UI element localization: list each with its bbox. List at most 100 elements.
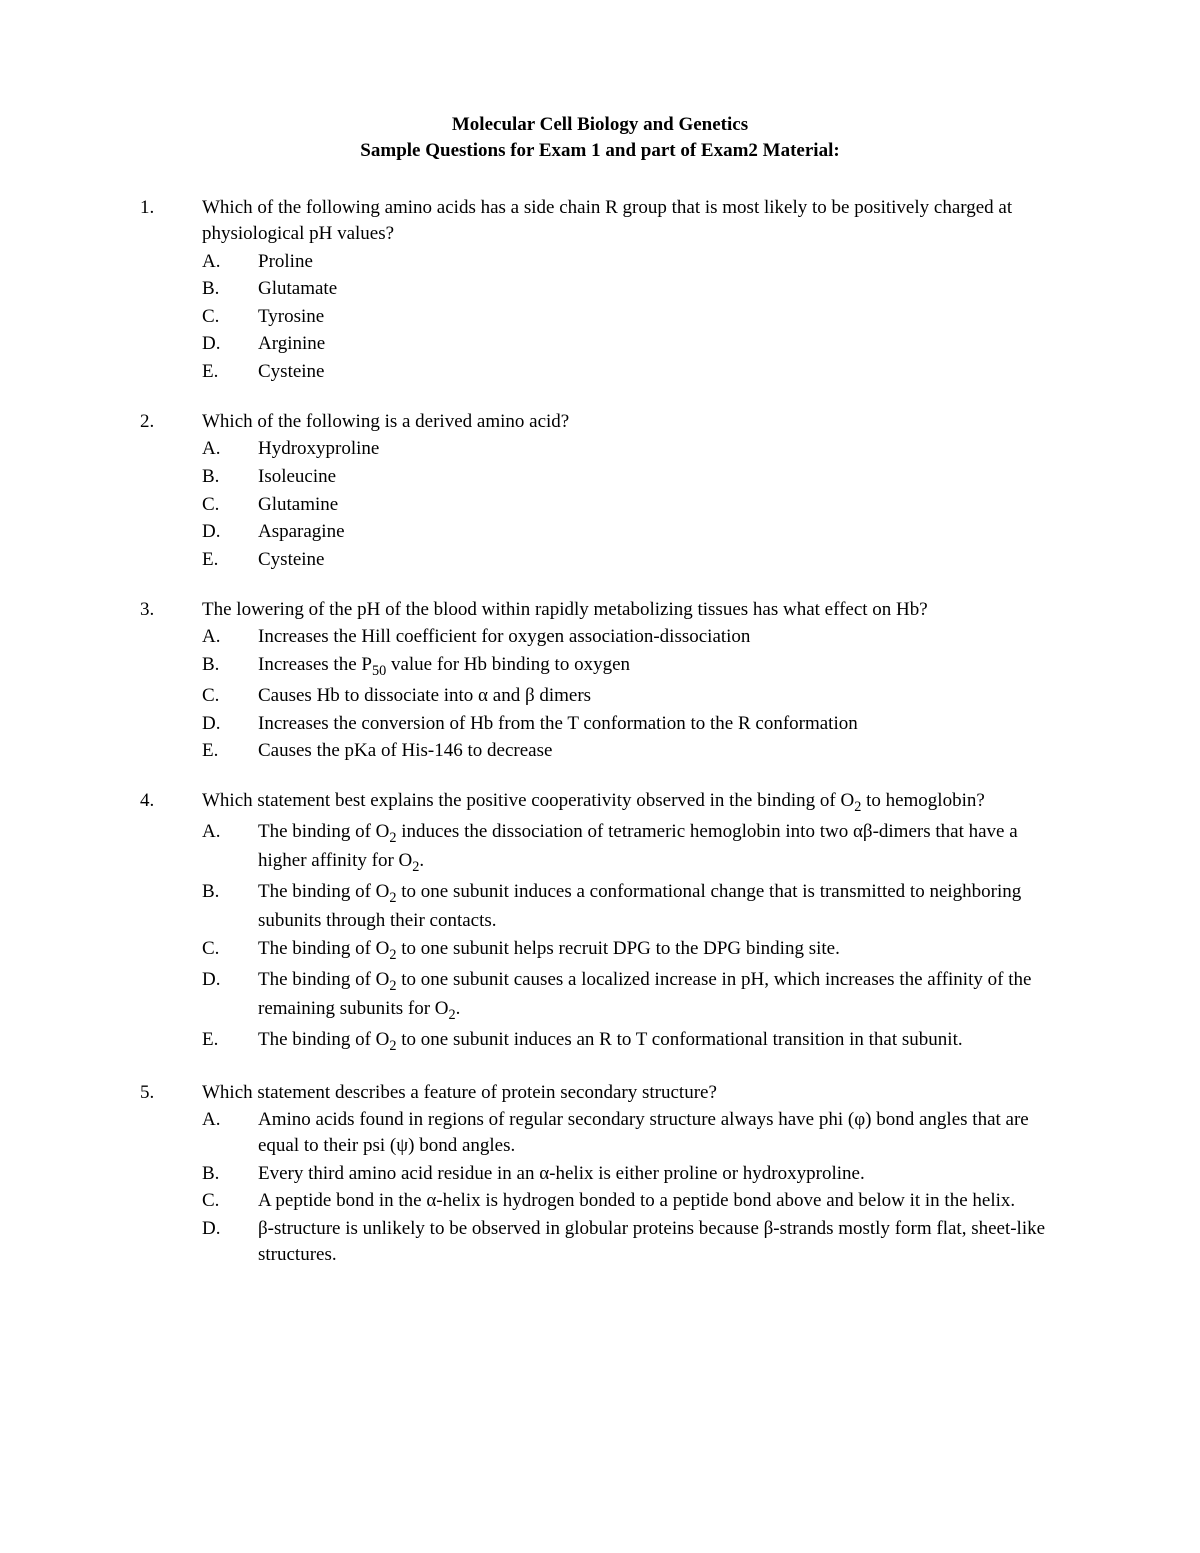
option-letter: B.	[202, 464, 258, 490]
option: C.Tyrosine	[202, 304, 1060, 330]
option: B.Glutamate	[202, 276, 1060, 302]
option-letter: A.	[202, 436, 258, 462]
option-text: Increases the Hill coefficient for oxyge…	[258, 624, 1060, 650]
options-list: A.Amino acids found in regions of regula…	[202, 1107, 1060, 1267]
option-letter: B.	[202, 1161, 258, 1187]
question: 1.Which of the following amino acids has…	[140, 195, 1060, 386]
question-text: Which of the following amino acids has a…	[202, 195, 1060, 246]
question-body: Which statement describes a feature of p…	[202, 1080, 1060, 1269]
option-letter: B.	[202, 879, 258, 934]
option-text: The binding of O2 to one subunit induces…	[258, 879, 1060, 934]
option-letter: C.	[202, 492, 258, 518]
option-text: The binding of O2 to one subunit helps r…	[258, 936, 1060, 965]
option-letter: B.	[202, 276, 258, 302]
option: D.Increases the conversion of Hb from th…	[202, 711, 1060, 737]
header-line-1: Molecular Cell Biology and Genetics	[140, 112, 1060, 138]
option: C.Glutamine	[202, 492, 1060, 518]
option: E.Cysteine	[202, 359, 1060, 385]
option-text: The binding of O2 induces the dissociati…	[258, 819, 1060, 877]
question: 3.The lowering of the pH of the blood wi…	[140, 597, 1060, 766]
option: B.Isoleucine	[202, 464, 1060, 490]
header-line-2: Sample Questions for Exam 1 and part of …	[140, 138, 1060, 164]
question-body: Which statement best explains the positi…	[202, 788, 1060, 1058]
option: D.Arginine	[202, 331, 1060, 357]
option-text: The binding of O2 to one subunit induces…	[258, 1027, 1060, 1056]
option-letter: E.	[202, 1027, 258, 1056]
option-text: Arginine	[258, 331, 1060, 357]
option-letter: C.	[202, 683, 258, 709]
question-text: Which of the following is a derived amin…	[202, 409, 1060, 435]
option-letter: C.	[202, 936, 258, 965]
option: E.Cysteine	[202, 547, 1060, 573]
question-text: The lowering of the pH of the blood with…	[202, 597, 1060, 623]
option: B.Every third amino acid residue in an α…	[202, 1161, 1060, 1187]
option-letter: E.	[202, 359, 258, 385]
option-letter: D.	[202, 519, 258, 545]
options-list: A.Increases the Hill coefficient for oxy…	[202, 624, 1060, 764]
option-letter: A.	[202, 249, 258, 275]
option: C.A peptide bond in the α-helix is hydro…	[202, 1188, 1060, 1214]
option-text: Isoleucine	[258, 464, 1060, 490]
option: D.Asparagine	[202, 519, 1060, 545]
option-letter: C.	[202, 304, 258, 330]
option-text: Cysteine	[258, 359, 1060, 385]
document-header: Molecular Cell Biology and Genetics Samp…	[140, 112, 1060, 163]
option: C.The binding of O2 to one subunit helps…	[202, 936, 1060, 965]
option-text: Hydroxyproline	[258, 436, 1060, 462]
options-list: A.HydroxyprolineB.IsoleucineC.GlutamineD…	[202, 436, 1060, 572]
question: 4.Which statement best explains the posi…	[140, 788, 1060, 1058]
question: 2.Which of the following is a derived am…	[140, 409, 1060, 575]
option-letter: D.	[202, 711, 258, 737]
option-text: A peptide bond in the α-helix is hydroge…	[258, 1188, 1060, 1214]
option-letter: C.	[202, 1188, 258, 1214]
option-text: Glutamine	[258, 492, 1060, 518]
option-letter: E.	[202, 738, 258, 764]
question-number: 5.	[140, 1080, 202, 1269]
option: A.Proline	[202, 249, 1060, 275]
option: D.β-structure is unlikely to be observed…	[202, 1216, 1060, 1267]
question-number: 2.	[140, 409, 202, 575]
option-letter: D.	[202, 1216, 258, 1267]
option-letter: E.	[202, 547, 258, 573]
option-text: β-structure is unlikely to be observed i…	[258, 1216, 1060, 1267]
option: B.The binding of O2 to one subunit induc…	[202, 879, 1060, 934]
option: D.The binding of O2 to one subunit cause…	[202, 967, 1060, 1025]
options-list: A.The binding of O2 induces the dissocia…	[202, 819, 1060, 1056]
option-letter: A.	[202, 819, 258, 877]
question-body: Which of the following amino acids has a…	[202, 195, 1060, 386]
option-text: Glutamate	[258, 276, 1060, 302]
option-text: Amino acids found in regions of regular …	[258, 1107, 1060, 1158]
option-text: Increases the conversion of Hb from the …	[258, 711, 1060, 737]
option-text: Cysteine	[258, 547, 1060, 573]
option: A.Hydroxyproline	[202, 436, 1060, 462]
option: A.Increases the Hill coefficient for oxy…	[202, 624, 1060, 650]
option-text: Causes Hb to dissociate into α and β dim…	[258, 683, 1060, 709]
question-text: Which statement best explains the positi…	[202, 788, 1060, 817]
option-text: Every third amino acid residue in an α-h…	[258, 1161, 1060, 1187]
question-number: 3.	[140, 597, 202, 766]
option-text: Tyrosine	[258, 304, 1060, 330]
option: A.Amino acids found in regions of regula…	[202, 1107, 1060, 1158]
option-text: Causes the pKa of His-146 to decrease	[258, 738, 1060, 764]
option: A.The binding of O2 induces the dissocia…	[202, 819, 1060, 877]
option-text: The binding of O2 to one subunit causes …	[258, 967, 1060, 1025]
option: C.Causes Hb to dissociate into α and β d…	[202, 683, 1060, 709]
question-number: 4.	[140, 788, 202, 1058]
option-letter: B.	[202, 652, 258, 681]
option-letter: D.	[202, 967, 258, 1025]
option-letter: A.	[202, 624, 258, 650]
options-list: A.ProlineB.GlutamateC.TyrosineD.Arginine…	[202, 249, 1060, 385]
option-letter: A.	[202, 1107, 258, 1158]
option: B.Increases the P50 value for Hb binding…	[202, 652, 1060, 681]
option: E.The binding of O2 to one subunit induc…	[202, 1027, 1060, 1056]
question: 5.Which statement describes a feature of…	[140, 1080, 1060, 1269]
option-text: Asparagine	[258, 519, 1060, 545]
question-body: The lowering of the pH of the blood with…	[202, 597, 1060, 766]
question-body: Which of the following is a derived amin…	[202, 409, 1060, 575]
questions-list: 1.Which of the following amino acids has…	[140, 195, 1060, 1269]
option-text: Increases the P50 value for Hb binding t…	[258, 652, 1060, 681]
option-letter: D.	[202, 331, 258, 357]
option-text: Proline	[258, 249, 1060, 275]
option: E.Causes the pKa of His-146 to decrease	[202, 738, 1060, 764]
question-text: Which statement describes a feature of p…	[202, 1080, 1060, 1106]
